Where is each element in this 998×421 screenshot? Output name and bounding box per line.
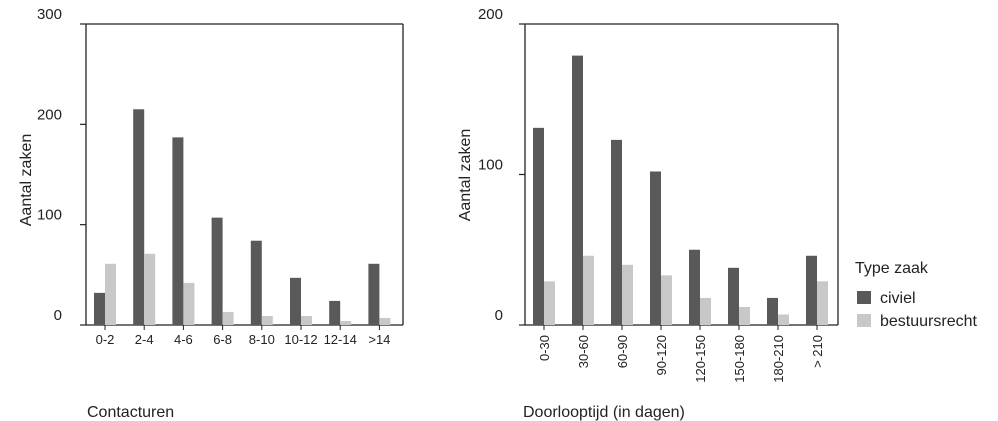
x-tick-label: 120-150 <box>693 335 708 383</box>
bar-civiel-3 <box>611 139 622 325</box>
bar-bestuursrecht-4 <box>222 311 234 325</box>
bar-bestuursrecht-7 <box>340 320 352 325</box>
bar-civiel-7 <box>329 300 341 325</box>
bar-bestuursrecht-2 <box>144 253 156 325</box>
x-tick-label: 150-180 <box>732 335 747 383</box>
bar-bestuursrecht-8 <box>379 317 391 325</box>
bar-civiel-4 <box>211 217 223 325</box>
bar-civiel-4 <box>650 171 661 325</box>
x-tick-label: 0-2 <box>96 332 115 347</box>
x-axis-title: Doorlooptijd (in dagen) <box>523 404 685 421</box>
y-tick-label: 300 <box>37 6 62 23</box>
legend-title: Type zaak <box>855 260 929 277</box>
y-axis-title: Aantal zaken <box>18 134 35 227</box>
bar-civiel-6 <box>728 267 739 325</box>
x-tick-label: 12-14 <box>324 332 357 347</box>
bar-bestuursrecht-1 <box>544 281 555 325</box>
bar-civiel-5 <box>250 240 262 325</box>
bar-bestuursrecht-1 <box>105 263 116 325</box>
y-tick-label: 0 <box>54 307 62 324</box>
y-tick-label: 0 <box>495 307 503 324</box>
y-tick-label: 200 <box>478 6 503 23</box>
x-tick-label: 10-12 <box>284 332 317 347</box>
x-tick-label: 6-8 <box>213 332 232 347</box>
bar-bestuursrecht-5 <box>261 315 273 325</box>
x-axis-title: Contacturen <box>87 404 174 421</box>
legend-label-bestuursrecht: bestuursrecht <box>880 313 977 330</box>
legend-swatch-bestuursrecht <box>857 314 871 327</box>
x-tick-label: 0-30 <box>537 335 552 361</box>
x-tick-label: >14 <box>368 332 390 347</box>
y-tick-label: 100 <box>37 207 62 224</box>
bar-civiel-2 <box>572 55 583 325</box>
bar-bestuursrecht-7 <box>778 314 789 325</box>
bar-bestuursrecht-6 <box>739 306 750 325</box>
x-tick-label: 30-60 <box>576 335 591 368</box>
x-tick-label: 90-120 <box>654 335 669 375</box>
chart-doorlooptijd: 0 100 200 0-30 30-60 60-90 90-120 120-150 150-18… <box>457 6 839 421</box>
bar-bestuursrecht-6 <box>301 315 312 325</box>
bar-civiel-8 <box>806 255 817 325</box>
bar-bestuursrecht-3 <box>622 264 633 325</box>
bar-bestuursrecht-4 <box>661 275 672 325</box>
y-tick-label: 200 <box>37 106 62 123</box>
bar-bestuursrecht-2 <box>583 255 594 325</box>
bar-civiel-1 <box>94 292 105 325</box>
y-tick-label: 100 <box>478 157 503 174</box>
x-tick-label: 60-90 <box>615 335 630 368</box>
bar-bestuursrecht-5 <box>700 297 711 325</box>
chart-contacturen: 0 100 200 300 0-2 2-4 4-6 6-8 8-10 10-12 12-14 >14 C… <box>18 6 404 421</box>
legend: Type zaak civiel bestuursrecht <box>855 260 977 330</box>
bar-civiel-7 <box>767 297 778 325</box>
x-tick-label: > 210 <box>810 335 825 368</box>
bar-civiel-3 <box>172 137 184 325</box>
bar-civiel-5 <box>689 249 700 325</box>
bar-civiel-1 <box>533 127 544 325</box>
legend-label-civiel: civiel <box>880 290 916 307</box>
x-tick-label: 8-10 <box>249 332 275 347</box>
legend-swatch-civiel <box>857 291 871 304</box>
bar-civiel-8 <box>368 263 380 325</box>
bar-civiel-2 <box>133 109 145 326</box>
x-tick-label: 4-6 <box>174 332 193 347</box>
bar-bestuursrecht-8 <box>817 281 828 325</box>
bar-civiel-6 <box>290 277 301 325</box>
y-axis-title: Aantal zaken <box>457 129 474 222</box>
x-tick-label: 180-210 <box>771 335 786 383</box>
bar-bestuursrecht-3 <box>183 282 195 325</box>
x-tick-label: 2-4 <box>135 332 154 347</box>
